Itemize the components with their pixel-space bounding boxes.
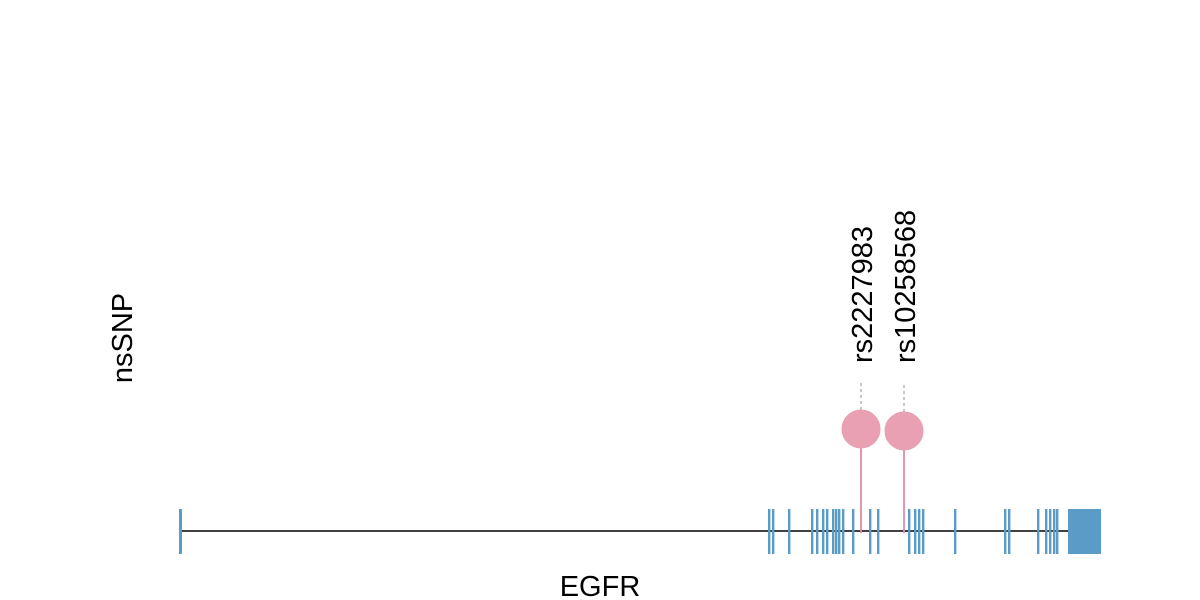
track-label: nsSNP — [107, 293, 139, 383]
snp-lollipop-rs10258568: rs10258568 — [884, 210, 924, 533]
exon — [835, 509, 838, 554]
exon — [826, 509, 829, 554]
exon — [811, 509, 814, 554]
gene-name: EGFR — [560, 571, 641, 600]
exon — [1045, 509, 1048, 554]
snp-marker[interactable] — [841, 409, 881, 449]
exon — [768, 509, 771, 554]
exon — [772, 509, 775, 554]
exon — [788, 509, 791, 554]
exon — [832, 509, 835, 554]
exon — [908, 509, 911, 554]
exon — [1008, 509, 1011, 554]
exon — [1004, 509, 1007, 554]
snp-label: rs2227983 — [847, 226, 879, 363]
snp-lollipop-rs2227983: rs2227983 — [841, 226, 881, 533]
exon — [816, 509, 819, 554]
exon-track — [179, 509, 1101, 554]
exon — [1056, 509, 1059, 554]
exon — [877, 509, 880, 554]
exon — [954, 509, 957, 554]
exon — [922, 509, 925, 554]
exon — [838, 509, 841, 554]
snp-label: rs10258568 — [890, 210, 922, 363]
exon — [869, 509, 872, 554]
exon — [918, 509, 921, 554]
exon-last — [1068, 509, 1101, 554]
exon — [1053, 509, 1056, 554]
exon — [822, 509, 825, 554]
exon — [852, 509, 855, 554]
exon — [842, 509, 845, 554]
exon — [179, 509, 182, 554]
exon — [914, 509, 917, 554]
exon — [1049, 509, 1052, 554]
snp-marker[interactable] — [884, 411, 924, 451]
exon — [1037, 509, 1040, 554]
